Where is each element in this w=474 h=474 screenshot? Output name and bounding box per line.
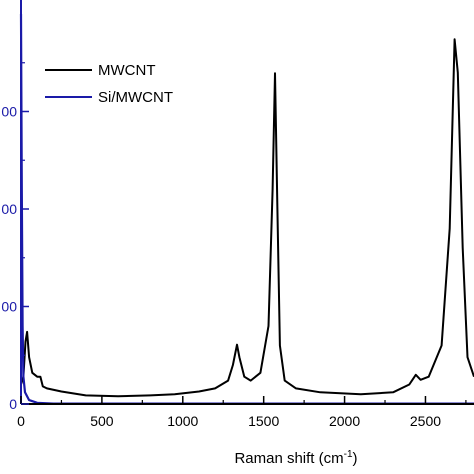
x-tick-label: 500 [90,413,114,429]
x-ticks: 0 500 1000 1500 2000 2500 [17,396,467,429]
series-line-mwcnt [20,38,474,398]
legend-label-mwcnt: MWCNT [98,62,155,79]
series-line-si-mwcnt [19,13,474,405]
x-axis-title: Raman shift (cm-1) [234,449,357,467]
legend-label-si-mwcnt: Si/MWCNT [98,89,173,106]
y-tick-label: 0 [9,396,17,412]
y-tick-label: 00 [1,201,17,217]
x-tick-label: 1000 [167,413,198,429]
axes [20,0,474,405]
plot-lines [19,13,474,405]
x-tick-label: 1500 [248,413,279,429]
y-tick-label: 00 [1,104,17,120]
x-tick-label: 2500 [410,413,441,429]
legend: MWCNT Si/MWCNT [45,62,173,106]
x-tick-label: 0 [17,413,25,429]
x-tick-label: 2000 [329,413,360,429]
y-tick-label: 00 [1,299,17,315]
